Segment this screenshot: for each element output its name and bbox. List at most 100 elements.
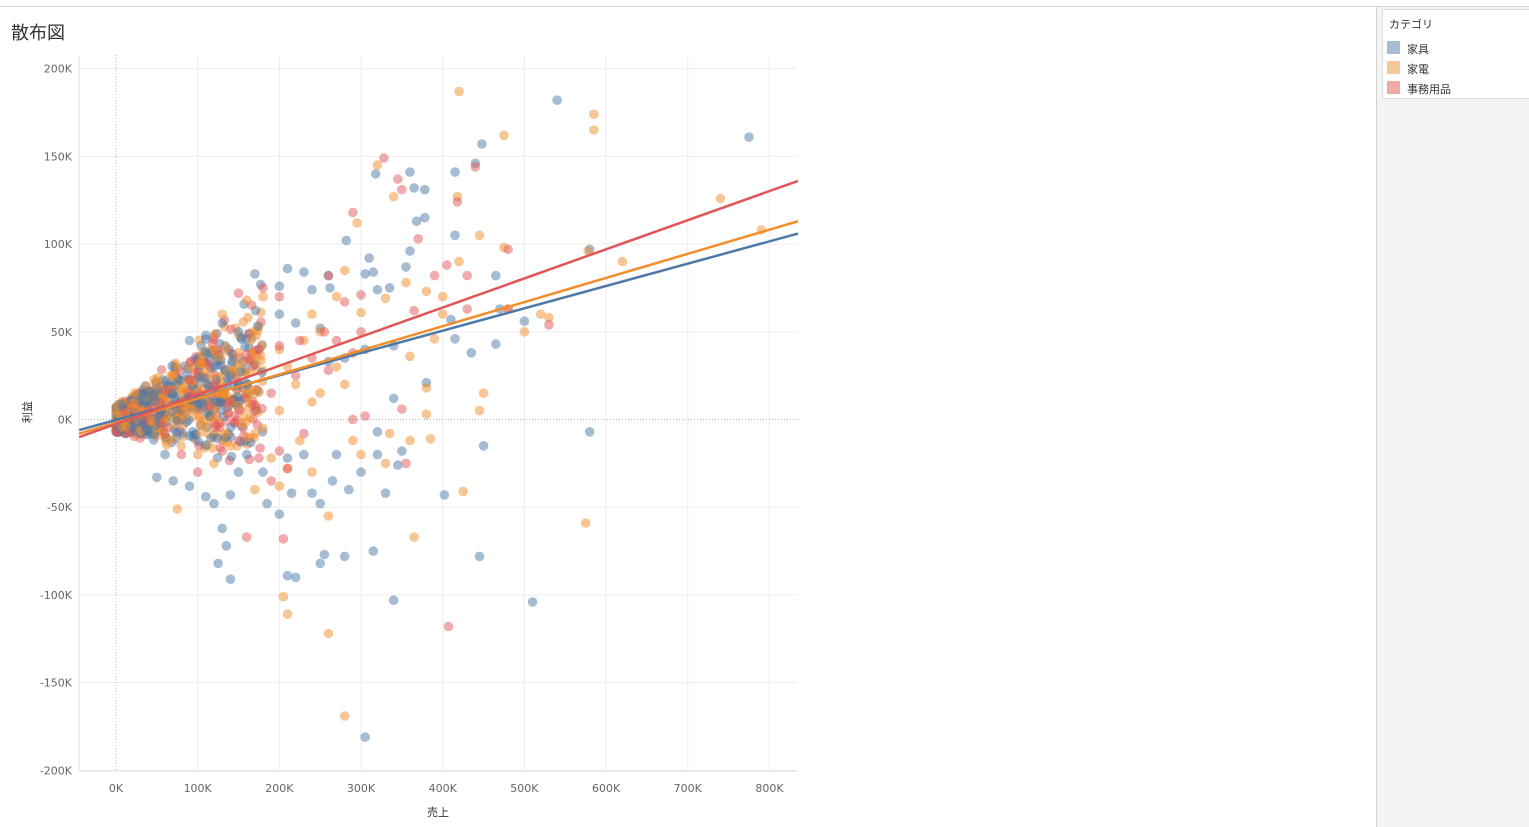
- data-point: [168, 476, 178, 486]
- data-point: [450, 167, 460, 177]
- axis-labels: 売上 利益 200K 150K 100K 50K 0K -50K -100K -150K -20…: [20, 63, 784, 819]
- data-point: [201, 365, 211, 376]
- data-point: [162, 440, 172, 450]
- data-point: [323, 511, 334, 521]
- data-point: [241, 349, 252, 360]
- data-point: [278, 591, 289, 602]
- trend-line: [78, 179, 799, 439]
- data-point: [474, 230, 485, 241]
- data-point: [282, 609, 293, 619]
- data-point: [233, 467, 244, 477]
- data-point: [299, 267, 309, 277]
- data-point: [209, 379, 219, 390]
- data-point: [405, 435, 415, 446]
- data-point: [241, 532, 252, 542]
- data-point: [744, 132, 754, 142]
- data-point: [429, 270, 440, 281]
- legend-swatch: [1387, 81, 1400, 94]
- data-point: [217, 318, 227, 328]
- data-point: [356, 290, 366, 300]
- y-tick-label: 150K: [44, 150, 73, 163]
- grid-lines: [79, 55, 797, 771]
- sheet-title: 散布図: [11, 23, 65, 44]
- data-point: [384, 283, 395, 293]
- data-point: [274, 309, 285, 320]
- data-point: [254, 453, 264, 463]
- data-point: [443, 621, 454, 632]
- data-point: [372, 284, 383, 295]
- data-point: [364, 253, 375, 263]
- data-point: [192, 467, 203, 477]
- data-point: [379, 153, 389, 163]
- data-point: [168, 370, 178, 381]
- data-point: [226, 422, 236, 433]
- data-point: [409, 532, 419, 542]
- y-axis-title: 利益: [20, 401, 34, 423]
- data-point: [207, 371, 218, 381]
- data-point: [217, 523, 227, 534]
- data-point: [225, 370, 236, 381]
- data-point: [282, 453, 293, 463]
- data-point: [278, 534, 289, 544]
- data-point: [274, 281, 285, 292]
- data-point: [258, 291, 268, 302]
- data-point: [307, 397, 317, 407]
- data-point: [372, 427, 383, 437]
- data-point: [217, 446, 227, 456]
- data-point: [388, 393, 399, 404]
- data-point: [454, 86, 464, 97]
- legend-swatch: [1387, 61, 1400, 74]
- data-point: [250, 484, 260, 495]
- data-point: [274, 405, 285, 416]
- data-point: [226, 451, 237, 462]
- x-tick-label: 700K: [674, 782, 703, 795]
- data-point: [584, 427, 595, 437]
- data-point: [315, 498, 326, 509]
- data-point: [241, 449, 252, 460]
- data-point: [195, 413, 205, 424]
- data-point: [262, 498, 272, 509]
- data-point: [156, 365, 167, 375]
- data-point: [454, 256, 464, 267]
- data-point: [425, 434, 436, 444]
- data-point: [348, 207, 358, 218]
- data-point: [184, 481, 195, 492]
- data-point: [274, 341, 285, 351]
- data-point: [437, 309, 448, 320]
- data-point: [290, 318, 301, 328]
- data-point: [583, 246, 593, 256]
- data-point: [372, 449, 383, 460]
- data-point: [212, 420, 223, 430]
- data-point: [274, 481, 285, 492]
- data-point: [439, 490, 450, 500]
- data-point: [246, 335, 256, 346]
- data-point: [348, 435, 358, 446]
- data-point: [233, 348, 244, 358]
- data-point: [384, 428, 395, 439]
- data-point: [388, 595, 399, 605]
- data-point: [188, 426, 198, 437]
- data-point: [129, 397, 140, 408]
- data-point: [421, 383, 432, 393]
- x-tick-label: 300K: [347, 782, 376, 795]
- data-point: [233, 400, 244, 411]
- data-point: [339, 551, 350, 562]
- data-point: [266, 388, 277, 399]
- data-point: [156, 419, 167, 429]
- data-point: [215, 352, 225, 363]
- data-point: [491, 339, 501, 349]
- data-point: [274, 291, 285, 302]
- data-points[interactable]: [111, 86, 767, 742]
- data-point: [204, 401, 215, 412]
- data-point: [217, 309, 227, 320]
- y-tick-label: -150K: [40, 677, 73, 690]
- scatter-chart[interactable]: 売上 利益 200K 150K 100K 50K 0K -50K -100K -150K -20…: [0, 0, 1376, 827]
- data-point: [172, 504, 183, 514]
- data-point: [258, 423, 268, 434]
- data-point: [327, 476, 338, 486]
- trend-lines[interactable]: [78, 179, 799, 439]
- data-point: [348, 414, 358, 425]
- data-point: [290, 572, 301, 583]
- data-point: [266, 476, 277, 486]
- color-legend[interactable]: カテゴリ 家具 家電 事務用品: [1382, 9, 1529, 99]
